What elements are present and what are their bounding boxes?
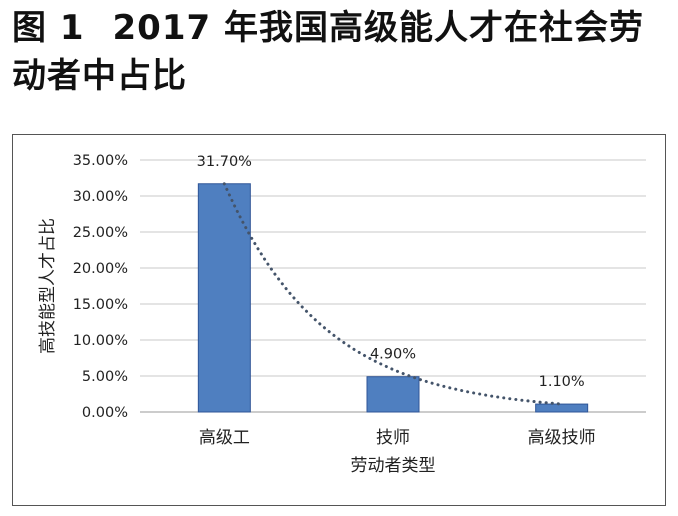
y-tick-label: 0.00%	[82, 405, 128, 421]
data-label: 1.10%	[539, 374, 585, 390]
figure-title: 图 1 2017 年我国高级能人才在社会劳动者中占比	[12, 4, 672, 100]
category-label: 高级工	[199, 428, 250, 448]
x-category-labels: 高级工 技师 高级技师	[199, 428, 596, 448]
bar	[535, 403, 589, 413]
bars	[197, 183, 589, 413]
y-tick-label: 30.00%	[73, 189, 128, 205]
y-axis-title: 高技能型人才占比	[38, 218, 58, 354]
y-tick-labels: 0.00% 5.00% 10.00% 15.00% 20.00% 25.00% 30.00%…	[73, 153, 128, 421]
y-tick-label: 20.00%	[73, 261, 128, 277]
data-labels: 31.70% 4.90% 1.10%	[197, 154, 585, 390]
y-tick-label: 10.00%	[73, 333, 128, 349]
y-tick-label: 5.00%	[82, 369, 128, 385]
y-tick-label: 35.00%	[73, 153, 128, 169]
category-label: 技师	[376, 428, 410, 448]
bar	[197, 183, 251, 413]
chart-frame	[12, 134, 666, 506]
trendline	[222, 182, 564, 406]
figure-number: 图 1	[12, 8, 85, 48]
y-tick-label: 25.00%	[73, 225, 128, 241]
category-label: 高级技师	[528, 428, 596, 448]
x-axis-title: 劳动者类型	[351, 456, 436, 476]
data-label: 31.70%	[197, 154, 252, 170]
bar	[366, 376, 420, 413]
trendline-path	[222, 182, 564, 406]
y-tick-label: 15.00%	[73, 297, 128, 313]
data-label: 4.90%	[370, 347, 416, 363]
figure-title-text: 2017 年我国高级能人才在社会劳动者中占比	[12, 8, 644, 96]
